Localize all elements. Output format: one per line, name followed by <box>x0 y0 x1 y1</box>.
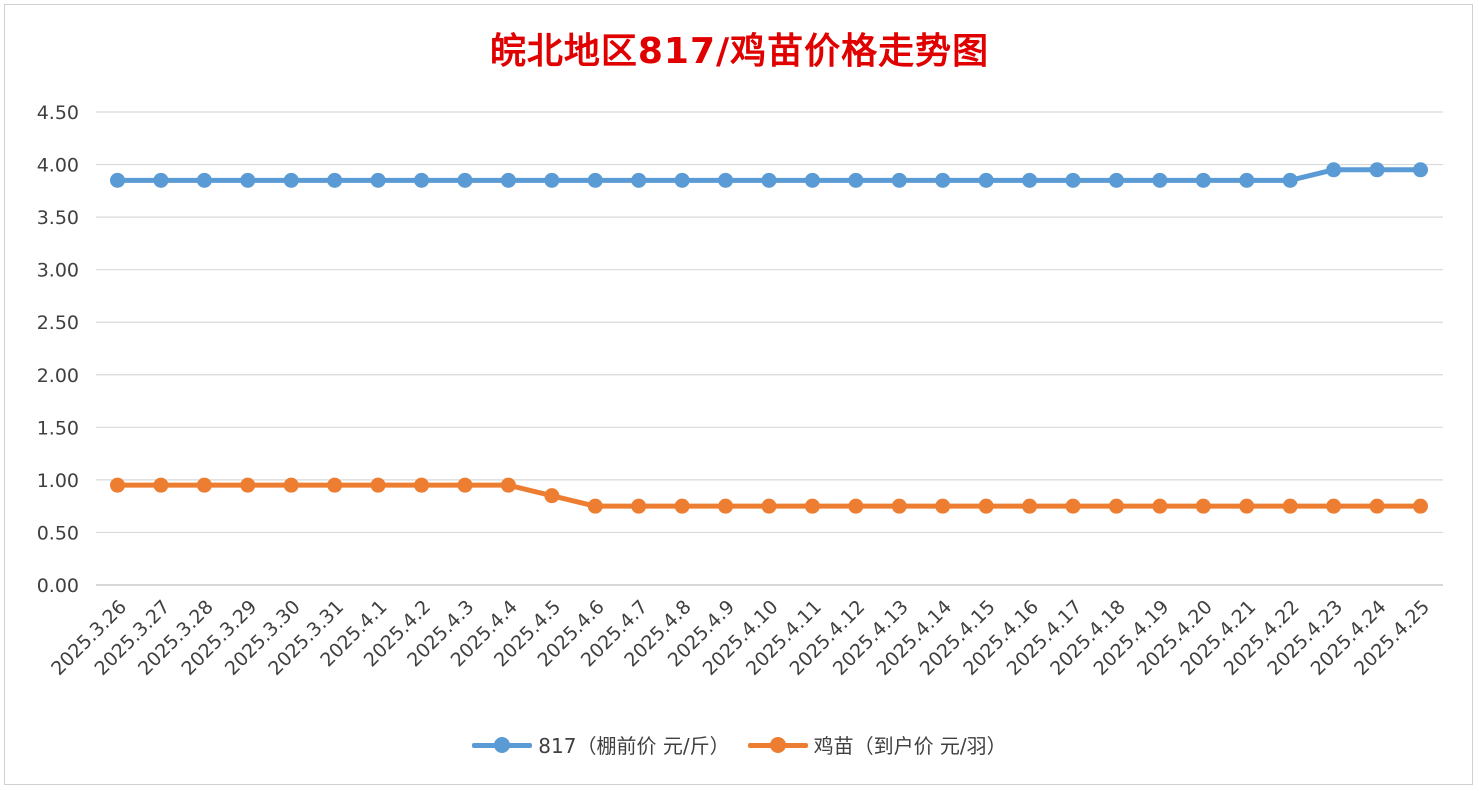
data-point-chick[interactable] <box>153 477 169 493</box>
data-point-817[interactable] <box>1282 172 1298 188</box>
data-point-817[interactable] <box>761 172 777 188</box>
series-817 <box>110 162 1428 188</box>
legend: 817（棚前价 元/斤） 鸡苗（到户价 元/羽） <box>0 730 1479 759</box>
grid-lines <box>96 111 1443 586</box>
data-point-817[interactable] <box>370 172 386 188</box>
data-point-817[interactable] <box>110 172 125 188</box>
data-point-817[interactable] <box>240 172 256 188</box>
data-point-817[interactable] <box>1195 172 1211 188</box>
y-tick-label: 1.00 <box>37 470 79 492</box>
data-point-chick[interactable] <box>1065 498 1081 514</box>
data-point-817[interactable] <box>544 172 560 188</box>
data-point-817[interactable] <box>1239 172 1255 188</box>
data-point-817[interactable] <box>1065 172 1081 188</box>
legend-swatch-817 <box>472 735 533 755</box>
data-point-chick[interactable] <box>283 477 299 493</box>
y-tick-label: 4.00 <box>37 155 79 177</box>
data-point-817[interactable] <box>153 172 169 188</box>
data-point-chick[interactable] <box>240 477 256 493</box>
data-point-817[interactable] <box>1108 172 1124 188</box>
y-tick-label: 0.00 <box>37 575 79 597</box>
data-point-chick[interactable] <box>500 477 516 493</box>
legend-dot-chick <box>769 736 786 753</box>
legend-item-817[interactable]: 817（棚前价 元/斤） <box>472 730 730 759</box>
data-point-chick[interactable] <box>1108 498 1124 514</box>
legend-swatch-chick <box>747 735 808 755</box>
data-point-817[interactable] <box>718 172 734 188</box>
data-point-817[interactable] <box>1152 172 1168 188</box>
data-point-817[interactable] <box>500 172 516 188</box>
data-point-chick[interactable] <box>1239 498 1255 514</box>
data-point-chick[interactable] <box>327 477 343 493</box>
data-point-817[interactable] <box>935 172 951 188</box>
y-axis: 0.00 0.50 1.00 1.50 2.00 2.50 3.00 3.50 4.00 4.50 <box>37 102 79 597</box>
data-point-chick[interactable] <box>544 488 560 504</box>
legend-dot-817 <box>494 736 511 753</box>
data-point-chick[interactable] <box>1413 498 1428 514</box>
y-tick-label: 3.50 <box>37 207 79 229</box>
data-point-chick[interactable] <box>196 477 212 493</box>
y-tick-label: 1.50 <box>37 417 79 439</box>
legend-label-817: 817（棚前价 元/斤） <box>538 734 730 758</box>
legend-label-chick: 鸡苗（到户价 元/羽） <box>813 734 1007 758</box>
data-point-chick[interactable] <box>370 477 386 493</box>
data-point-chick[interactable] <box>674 498 690 514</box>
y-tick-label: 3.00 <box>37 260 79 282</box>
data-point-817[interactable] <box>978 172 994 188</box>
data-point-817[interactable] <box>1022 172 1038 188</box>
data-point-chick[interactable] <box>1369 498 1385 514</box>
data-point-chick[interactable] <box>1282 498 1298 514</box>
data-point-chick[interactable] <box>587 498 603 514</box>
data-point-817[interactable] <box>804 172 820 188</box>
data-point-817[interactable] <box>196 172 212 188</box>
data-point-817[interactable] <box>1413 162 1428 178</box>
x-axis: 2025.3.262025.3.272025.3.282025.3.292025… <box>47 596 1434 680</box>
chart-frame <box>4 4 1473 785</box>
data-point-chick[interactable] <box>1022 498 1038 514</box>
data-point-chick[interactable] <box>110 477 125 493</box>
data-point-817[interactable] <box>587 172 603 188</box>
data-point-chick[interactable] <box>978 498 994 514</box>
data-point-chick[interactable] <box>1195 498 1211 514</box>
data-point-817[interactable] <box>1369 162 1385 178</box>
data-point-chick[interactable] <box>457 477 473 493</box>
data-point-chick[interactable] <box>804 498 820 514</box>
data-point-817[interactable] <box>414 172 430 188</box>
data-point-chick[interactable] <box>631 498 647 514</box>
data-point-chick[interactable] <box>848 498 864 514</box>
data-point-817[interactable] <box>891 172 907 188</box>
data-point-chick[interactable] <box>414 477 430 493</box>
data-point-chick[interactable] <box>761 498 777 514</box>
data-point-chick[interactable] <box>935 498 951 514</box>
data-point-chick[interactable] <box>1152 498 1168 514</box>
data-point-817[interactable] <box>327 172 343 188</box>
legend-item-chick[interactable]: 鸡苗（到户价 元/羽） <box>747 730 1007 759</box>
data-point-chick[interactable] <box>1326 498 1342 514</box>
data-point-817[interactable] <box>457 172 473 188</box>
data-point-817[interactable] <box>631 172 647 188</box>
series-chick <box>110 477 1428 514</box>
data-point-817[interactable] <box>1326 162 1342 178</box>
chart-title: 皖北地区817/鸡苗价格走势图 <box>489 31 990 72</box>
y-tick-label: 2.00 <box>37 365 79 387</box>
y-tick-label: 2.50 <box>37 312 79 334</box>
data-point-817[interactable] <box>674 172 690 188</box>
y-tick-label: 4.50 <box>37 102 79 124</box>
series-lines <box>110 162 1428 514</box>
data-point-817[interactable] <box>848 172 864 188</box>
data-point-chick[interactable] <box>891 498 907 514</box>
data-point-817[interactable] <box>283 172 299 188</box>
y-tick-label: 0.50 <box>37 522 79 544</box>
data-point-chick[interactable] <box>718 498 734 514</box>
